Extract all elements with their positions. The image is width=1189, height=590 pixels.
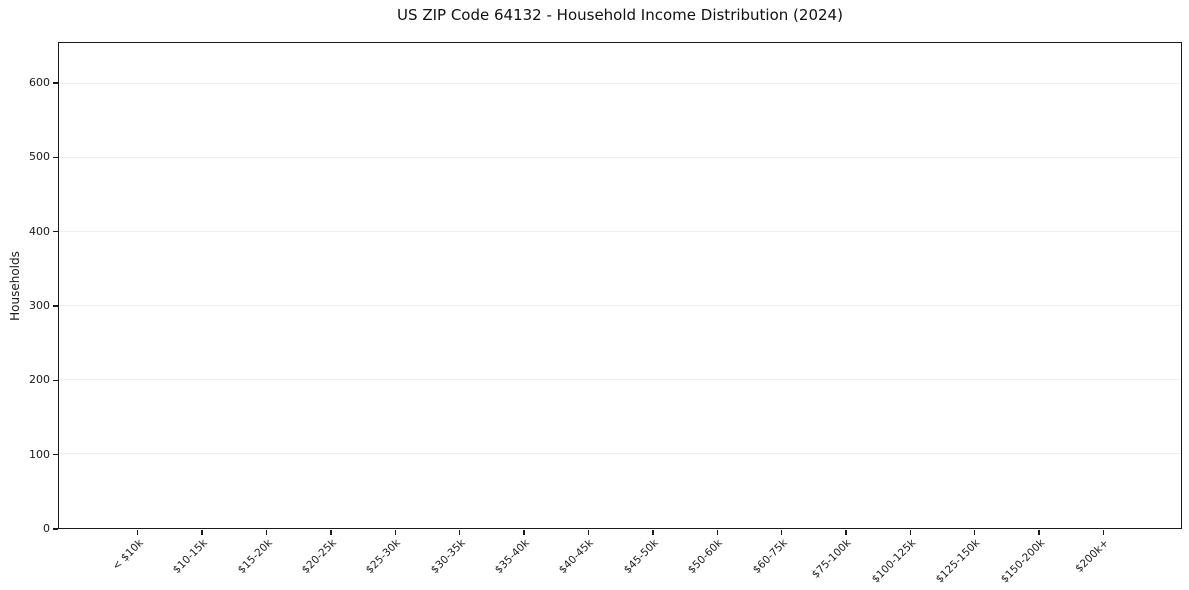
y-tick-label-0: 0 [43,522,50,535]
x-tick-label-8: $45-50k [621,537,661,577]
bars-row: < $10k $10-15k $15-20k $20-25k $25-30k $30-35… [59,43,1181,586]
y-tick-mark-400 [53,230,58,233]
x-tick-label-6: $35-40k [492,537,532,577]
x-tick-mark-2 [265,530,268,535]
y-tick-label-500: 500 [29,150,50,164]
plot-area: < $10k $10-15k $15-20k $20-25k $25-30k $30-35… [58,42,1182,586]
x-tick-mark-3 [330,530,332,535]
y-tick-label-300: 300 [29,298,50,312]
x-tick-label-3: $20-25k [299,537,339,577]
x-tick-label-7: $40-45k [557,537,597,577]
x-tick-mark-0 [137,530,139,535]
gridline-500 [59,156,1181,158]
x-tick-label-1: $10-15k [170,537,210,577]
y-tick-mark-600 [53,82,58,84]
x-tick-mark-12 [909,530,912,535]
y-tick-label-600: 600 [29,75,50,89]
y-tick-label-400: 400 [29,224,50,238]
x-tick-mark-5 [458,530,461,535]
gridline-400 [59,230,1181,232]
x-tick-label-13: $125-150k [934,537,983,586]
x-tick-mark-9 [716,530,718,535]
y-tick-label-200: 200 [29,373,50,387]
x-tick-label-10: $60-75k [750,537,790,577]
chart-title: US ZIP Code 64132 - Household Income Dis… [397,6,843,24]
x-tick-label-4: $25-30k [363,537,404,577]
x-tick-label-0: < $10k [109,537,146,573]
y-tick-label-100: 100 [29,447,50,461]
y-axis-label: Households [8,251,22,321]
x-tick-label-11: $75-100k [809,537,854,581]
x-tick-label-9: $50-60k [685,537,726,577]
y-tick-mark-500 [53,156,58,158]
x-tick-mark-6 [523,530,525,535]
x-tick-label-12: $100-125k [869,537,919,586]
x-tick-mark-11 [845,530,847,535]
y-tick-mark-0 [53,528,58,530]
gridline-300 [59,304,1181,306]
x-tick-mark-8 [652,530,654,535]
x-tick-label-2: $15-20k [235,537,275,577]
gridline-200 [59,378,1181,380]
x-tick-mark-7 [587,530,590,535]
x-tick-label-15: $200k+ [1073,537,1112,575]
y-tick-mark-200 [53,379,58,381]
x-tick-mark-14 [1038,530,1040,535]
x-tick-label-5: $30-35k [428,537,468,577]
x-tick-mark-1 [201,530,203,535]
x-tick-mark-4 [394,530,396,535]
x-tick-mark-10 [780,530,783,535]
y-tick-mark-300 [53,305,58,307]
x-tick-label-14: $150-200k [998,537,1047,586]
gridline-600 [59,82,1181,84]
x-tick-mark-15 [1102,530,1105,535]
y-tick-mark-100 [53,453,58,456]
x-tick-mark-13 [974,530,976,535]
gridline-100 [59,452,1181,454]
